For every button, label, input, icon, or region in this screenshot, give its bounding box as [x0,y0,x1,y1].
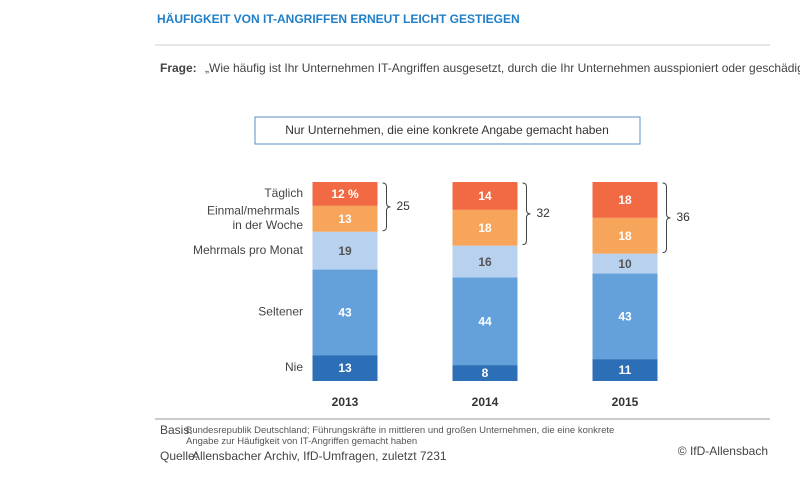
legend-label: Seltener [258,305,303,319]
bar-segment [592,217,658,254]
value-label: 18 [618,193,632,207]
x-tick-label: 2015 [612,395,639,409]
value-label: 13 [338,212,352,226]
brace-total: 32 [537,206,551,220]
bar-segment [452,365,518,381]
source: Allensbacher Archiv, IfD-Umfragen, zulet… [192,449,447,463]
value-label: 16 [478,255,492,269]
bar-segment [312,182,378,206]
bar-segment [592,253,658,274]
bar-segment [592,359,658,381]
value-label: 13 [338,361,352,375]
brace [522,182,531,246]
brace [662,182,671,254]
subtitle: Nur Unternehmen, die eine konkrete Angab… [285,123,609,137]
bar-segment [452,182,518,210]
legend-label: Nie [285,360,303,374]
source-label: Quelle: [160,449,198,463]
value-label: 18 [618,229,632,243]
bar-segment [312,355,378,381]
legend-label: Mehrmals pro Monat [193,243,304,257]
value-label: 44 [478,314,492,328]
bar-segment [312,269,378,356]
title: HÄUFIGKEIT VON IT-ANGRIFFEN ERNEUT LEICH… [157,11,520,26]
value-label: 43 [618,309,632,323]
x-tick-label: 2013 [332,395,359,409]
value-label: 10 [618,257,632,271]
brace-total: 25 [397,199,411,213]
value-label: 12 % [331,187,359,201]
value-label: 11 [619,363,632,377]
brace [382,182,391,232]
bar-segment [452,245,518,278]
brace-total: 36 [677,210,691,224]
bar-segment [312,205,378,232]
value-label: 18 [478,221,492,235]
value-label: 14 [478,189,492,203]
bar-segment [312,231,378,270]
bar-segment [452,277,518,366]
question-label: Frage: [160,61,197,75]
bar-segment [452,209,518,246]
bar-segment [592,182,658,218]
question: „Wie häufig ist Ihr Unternehmen IT-Angri… [205,61,800,75]
bar-segment [592,273,658,360]
subtitle-box [254,116,641,145]
legend-label: Einmal/mehrmals in der Woche [207,204,303,232]
copyright: © IfD-Allensbach [678,444,768,458]
x-tick-label: 2014 [472,395,499,409]
legend-label: Täglich [264,186,303,200]
basis: Bundesrepublik Deutschland; Führungskräf… [186,425,615,447]
value-label: 43 [338,306,352,320]
value-label: 8 [482,366,489,380]
basis-label: Basis: [160,423,193,437]
value-label: 19 [338,244,352,258]
